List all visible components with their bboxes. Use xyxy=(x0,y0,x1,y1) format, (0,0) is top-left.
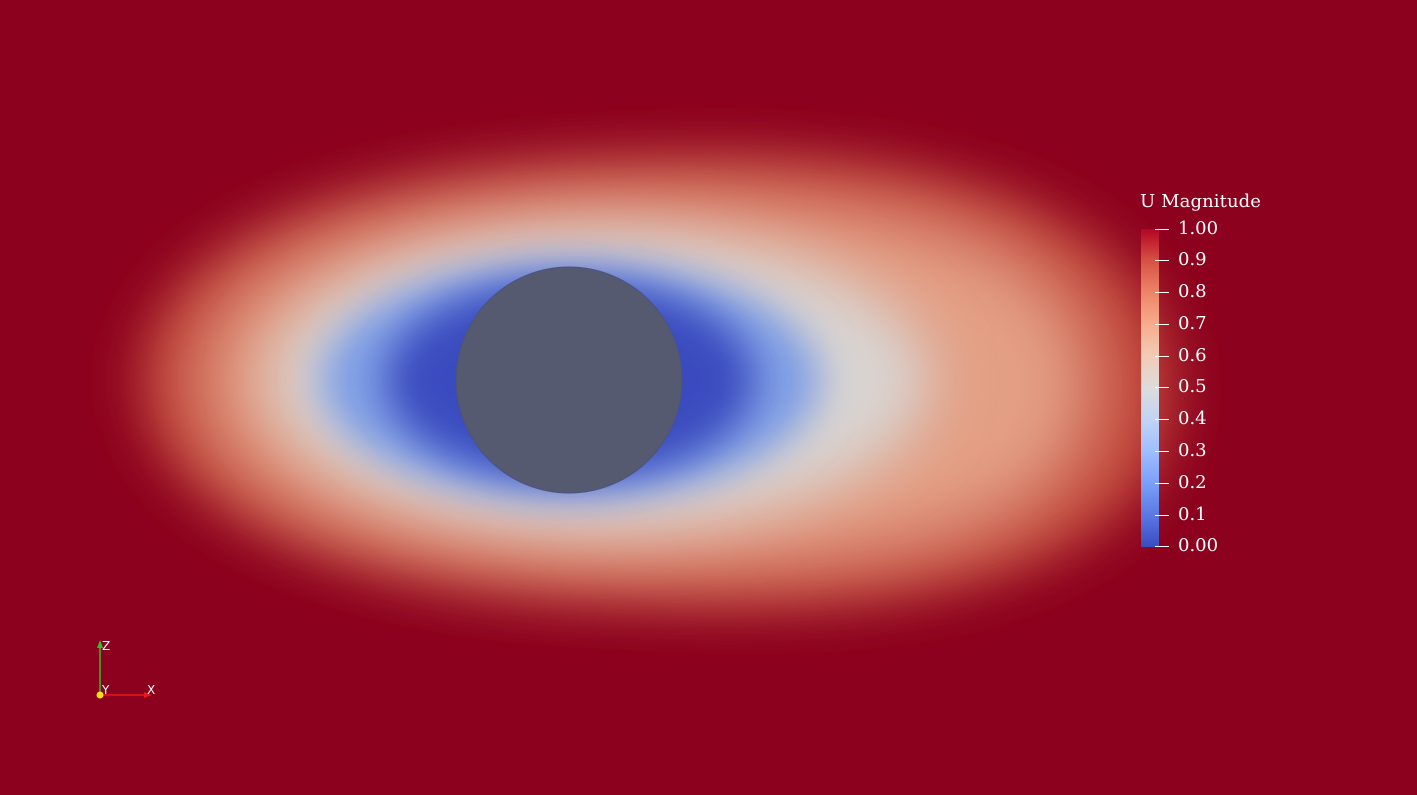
axes-triad xyxy=(96,640,152,699)
legend-tick-label: 0.00 xyxy=(1178,535,1219,556)
legend-tick-mark xyxy=(1155,387,1169,388)
legend-tick-label: 0.5 xyxy=(1178,376,1207,397)
legend-tick-mark xyxy=(1155,260,1169,261)
legend-tick-mark xyxy=(1155,546,1169,547)
legend-title: U Magnitude xyxy=(1140,191,1262,212)
x-axis-label: X xyxy=(147,683,156,697)
legend-tick-mark xyxy=(1155,515,1169,516)
legend-tick-label: 0.4 xyxy=(1178,408,1207,429)
z-axis-label: Z xyxy=(102,639,111,653)
legend-tick-mark xyxy=(1155,483,1169,484)
legend-tick-label: 0.2 xyxy=(1178,472,1207,493)
legend-tick-label: 0.7 xyxy=(1178,313,1207,334)
legend-tick-mark xyxy=(1155,419,1169,420)
y-axis-label: Y xyxy=(102,683,110,697)
z-axis-arrow xyxy=(97,640,103,648)
color-legend[interactable]: U Magnitude 1.00 0.9 0.8 0.7 0.6 0.5 0.4… xyxy=(1140,190,1280,560)
orientation-axes[interactable]: Z Y X xyxy=(85,630,175,710)
legend-tick-label: 1.00 xyxy=(1178,218,1219,239)
y-axis-dot xyxy=(96,691,104,699)
legend-tick-label: 0.6 xyxy=(1178,345,1207,366)
legend-tick-label: 0.3 xyxy=(1178,440,1207,461)
legend-tick-label: 0.9 xyxy=(1178,249,1207,270)
legend-tick-mark xyxy=(1155,451,1169,452)
legend-tick-mark xyxy=(1155,292,1169,293)
legend-tick-mark xyxy=(1155,324,1169,325)
legend-tick-mark xyxy=(1155,356,1169,357)
legend-color-bar xyxy=(1141,229,1159,547)
legend-tick-mark xyxy=(1155,229,1169,230)
obstacle-cylinder xyxy=(455,266,683,494)
legend-tick-label: 0.8 xyxy=(1178,281,1207,302)
x-axis-arrow xyxy=(144,692,152,698)
legend-tick-label: 0.1 xyxy=(1178,504,1207,525)
